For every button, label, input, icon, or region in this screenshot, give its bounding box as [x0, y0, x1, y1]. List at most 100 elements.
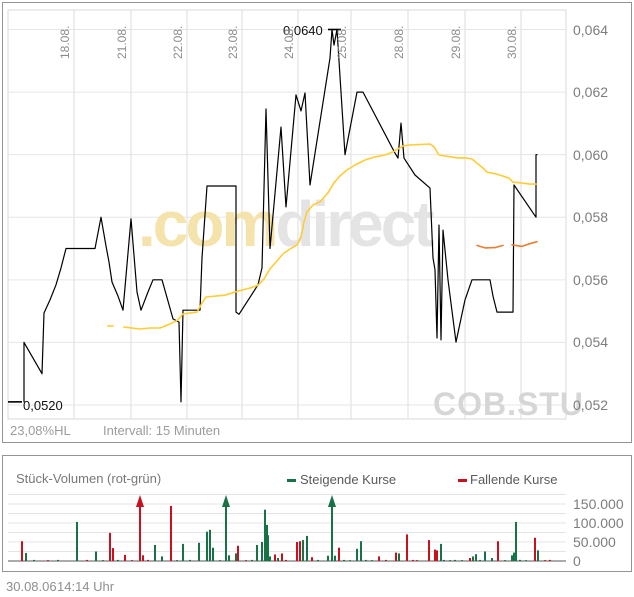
volume-bar [142, 555, 144, 561]
volume-bar [443, 559, 445, 561]
volume-bar [479, 559, 481, 561]
footer-date: 30.08.06 [6, 579, 57, 594]
volume-bar [428, 540, 430, 561]
volume-bar [209, 529, 211, 561]
overflow-arrow-head [328, 495, 336, 507]
volume-bar [176, 560, 178, 561]
price-axis-label: 0,060 [573, 146, 609, 163]
volume-title: Stück-Volumen (rot-grün) [16, 471, 162, 486]
volume-bar [57, 559, 59, 561]
volume-bar [302, 540, 304, 561]
price-axis-label: 0,064 [573, 21, 609, 38]
volume-bar [472, 556, 474, 561]
comdirect-watermark-direct: direct [275, 188, 434, 260]
price-axis-label: 0,054 [573, 334, 609, 351]
volume-bar [206, 531, 208, 561]
change-percent-label: 23,08%HL [10, 423, 71, 438]
volume-bar [33, 559, 35, 561]
volume-bar [334, 555, 336, 561]
volume-bar [95, 551, 97, 561]
price-axis-label: 0,058 [573, 209, 609, 226]
volume-bar [469, 558, 471, 561]
volume-bar [102, 560, 104, 561]
price-panel [2, 2, 632, 443]
volume-bar [237, 545, 239, 561]
legend-rise-label: Steigende Kurse [300, 472, 397, 487]
volume-bar [281, 553, 283, 561]
volume-bar [436, 550, 438, 561]
volume-bar [269, 556, 271, 561]
symbol-watermark: COB.STU [433, 386, 584, 422]
volume-bar [349, 560, 351, 561]
volume-axis-label: 50.000 [573, 534, 616, 550]
volume-bar [454, 559, 456, 561]
comdirect-watermark: .comdirect [138, 188, 435, 260]
volume-bar [306, 535, 308, 561]
volume-bar [475, 554, 477, 561]
volume-bar [189, 559, 191, 561]
volume-bar [86, 559, 88, 561]
date-label: 30.08. [505, 25, 519, 59]
volume-bar [219, 560, 221, 561]
volume-bar [343, 559, 345, 561]
volume-bar [245, 560, 247, 561]
volume-bar [296, 542, 298, 561]
date-label: 18.08. [58, 25, 72, 59]
price-axis-label: 0,056 [573, 271, 609, 288]
volume-bar [198, 542, 200, 561]
volume-bar [549, 559, 551, 561]
volume-bar [311, 557, 313, 561]
price-axis-label: 0,052 [573, 397, 609, 413]
date-label: 28.08. [392, 25, 406, 59]
price-plot-frame [7, 9, 567, 420]
volume-bar [491, 558, 493, 561]
volume-bar [515, 521, 517, 561]
volume-bar [256, 545, 258, 561]
volume-bar [525, 560, 527, 561]
volume-bar [47, 560, 49, 561]
volume-bar [356, 548, 358, 561]
series-orange-linie-b [511, 240, 538, 248]
volume-bar [416, 560, 418, 561]
volume-bar [131, 560, 133, 561]
volume-bar [277, 558, 279, 561]
volume-bar [124, 554, 126, 561]
volume-bar [365, 559, 367, 561]
volume-bar [317, 559, 319, 561]
volume-bar [519, 559, 521, 561]
low-price-marker: 0,0520 [23, 398, 63, 413]
price-axis-label: 0,062 [573, 84, 609, 101]
volume-bar [504, 560, 506, 561]
series-orange-linie-a [476, 244, 504, 249]
volume-bar [161, 556, 163, 561]
overflow-arrow-head [222, 495, 230, 507]
volume-axis-label: 150.000 [573, 496, 624, 512]
volume-bar [461, 560, 463, 561]
volume-bar [544, 560, 546, 561]
date-label: 24.08. [282, 25, 296, 59]
series-durchschnitt-(gelb) [123, 143, 537, 330]
volume-bar [385, 559, 387, 561]
volume-bar [182, 543, 184, 561]
volume-bar [212, 547, 214, 561]
volume-bar [21, 541, 23, 561]
volume-bar [264, 509, 266, 561]
footer-time: 14:14 Uhr [57, 579, 115, 594]
volume-bar [109, 532, 111, 561]
volume-bar [147, 559, 149, 561]
volume-bar [484, 551, 486, 561]
volume-bar [228, 555, 230, 561]
volume-bar [154, 545, 156, 561]
volume-bar [371, 560, 373, 561]
volume-bar [398, 553, 400, 561]
interval-label: Intervall: 15 Minuten [103, 423, 221, 438]
volume-bar [261, 542, 263, 561]
volume-bar [299, 541, 301, 561]
volume-bar [378, 556, 380, 561]
volume-bar [285, 559, 287, 561]
date-label: 21.08. [115, 25, 129, 59]
volume-bar [497, 541, 499, 561]
